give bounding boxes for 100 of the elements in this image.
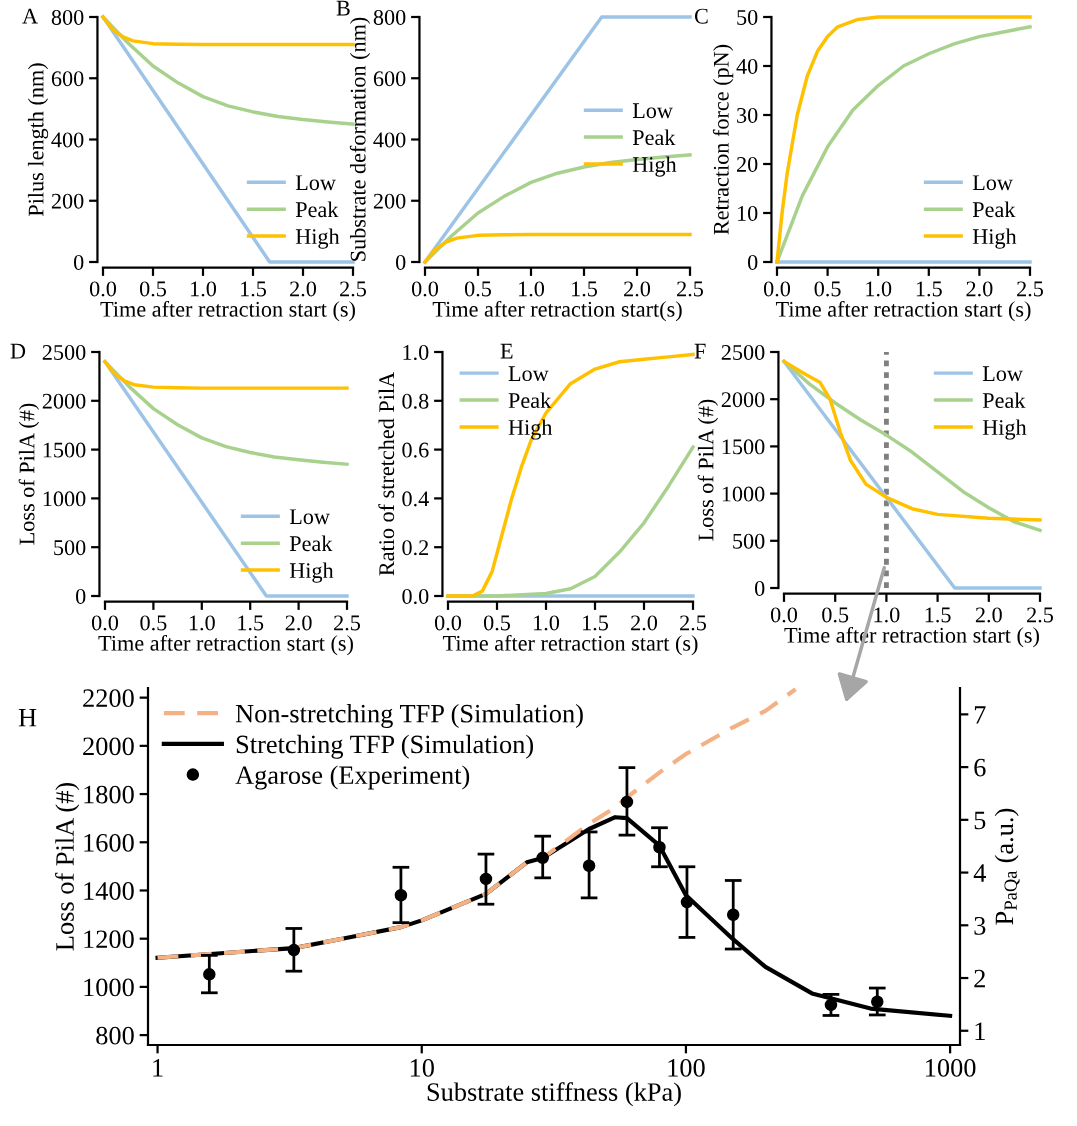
y-tick-label: 20 <box>737 156 758 172</box>
y-tick-label: 0 <box>754 580 765 596</box>
legend-label: Low <box>982 366 1023 382</box>
y-tick-label: 1000 <box>84 978 134 997</box>
legend-label: Low <box>295 175 336 191</box>
legend-label: Stretching TFP (Simulation) <box>236 734 534 759</box>
y-tick-label: 1600 <box>84 833 134 852</box>
line-series <box>423 232 692 264</box>
y-tick-label: 2200 <box>83 689 134 708</box>
x-tick-label: 2.0 <box>975 607 1002 623</box>
y-axis-title: Pilus length (nm) <box>27 63 49 217</box>
y-tick-label: 500 <box>733 533 765 549</box>
x-axis-title: Time after retraction start (s) <box>775 300 1031 322</box>
y-tick-label: 600 <box>373 71 406 87</box>
x-tick-label: 2.0 <box>631 615 658 631</box>
x-axis-title: Time after retraction start (s) <box>98 634 353 656</box>
text: D <box>10 343 26 359</box>
legend-label: Peak <box>295 201 339 218</box>
x-tick-label: 1.0 <box>191 281 217 297</box>
y-tick-label: 1500 <box>43 442 86 458</box>
x-tick-label: 2.0 <box>290 281 317 297</box>
x-tick-label: 0.0 <box>770 607 798 623</box>
x-tick-label: 1.0 <box>519 281 545 297</box>
y2-tick-label: 3 <box>974 916 986 935</box>
y-tick-label: 2500 <box>721 344 765 360</box>
y-tick-label: 600 <box>51 71 84 87</box>
x-tick-label: 0.5 <box>140 615 167 631</box>
legend-label: High <box>289 562 334 583</box>
y-tick-label: 1800 <box>84 785 134 804</box>
x-tick-label: 2.5 <box>334 615 361 631</box>
y2-axis-title: P$_{PaQa}$ (a.u.) <box>994 808 1020 925</box>
y2-tick-label: 6 <box>974 758 986 777</box>
x-tick-label: 1.0 <box>189 615 215 631</box>
y2-tick-label: 1 <box>975 1022 985 1040</box>
legend-label: Peak <box>289 535 333 552</box>
legend-label: Low <box>632 103 673 119</box>
line-series <box>103 360 349 390</box>
text: C <box>694 8 708 24</box>
y-axis-title: Ratio of stretched PilA <box>378 372 395 576</box>
y-tick-label: 0.8 <box>402 393 429 409</box>
x-tick-label: 2.5 <box>340 281 367 297</box>
y-tick-label: 1500 <box>722 439 765 455</box>
x-tick-label: 2.0 <box>624 281 651 297</box>
x-tick-label: 1.0 <box>874 607 900 623</box>
y-tick-label: 0.0 <box>402 588 429 605</box>
y-tick-label: 1.0 <box>403 344 429 361</box>
x-tick-label: 0.5 <box>464 281 492 297</box>
y-axis-title: Loss of PilA (#) <box>55 782 80 951</box>
y-tick-label: 30 <box>737 107 758 123</box>
y2-tick-label: 2 <box>974 969 985 988</box>
y-tick-label: 1000 <box>43 491 86 507</box>
x-tick-label: 0.0 <box>434 615 462 631</box>
y-tick-label: 0 <box>395 254 406 270</box>
y-axis-title: Substrate deformation (nm) <box>349 17 371 261</box>
y-tick-label: 1400 <box>84 882 134 900</box>
y-tick-label: 800 <box>373 9 406 25</box>
legend-label: Peak <box>508 392 552 409</box>
x-tick-label: 1.5 <box>238 615 264 631</box>
y-tick-label: 0.6 <box>402 442 429 458</box>
y-tick-label: 40 <box>736 58 758 74</box>
y-tick-label: 800 <box>51 9 84 25</box>
x-tick-label: 0.5 <box>814 281 841 297</box>
x-tick-label: 1 <box>153 1059 163 1077</box>
x-axis-title: Time after retraction start (s) <box>442 634 698 656</box>
x-tick-label: 1.5 <box>925 607 951 623</box>
legend-label: Peak <box>972 201 1016 218</box>
y-tick-label: 2000 <box>42 393 86 409</box>
y-tick-label: 2000 <box>721 392 765 408</box>
y-tick-label: 0 <box>747 254 758 270</box>
x-tick-label: 0.5 <box>139 281 167 297</box>
x-tick-label: 100 <box>668 1058 705 1077</box>
y-axis-title: Loss of PilA (#) <box>697 399 719 541</box>
text: H <box>18 709 37 727</box>
y2-tick-label: 4 <box>973 864 986 882</box>
y-tick-label: 2500 <box>42 344 86 360</box>
y2-tick-label: 5 <box>974 811 986 830</box>
y-tick-label: 0.4 <box>402 491 429 507</box>
legend-label: High <box>972 228 1017 249</box>
x-tick-label: 1.5 <box>583 615 609 631</box>
y-tick-label: 1000 <box>722 486 765 502</box>
text: B <box>336 0 350 16</box>
x-tick-label: 2.5 <box>680 615 707 631</box>
x-tick-label: 1.5 <box>241 281 267 297</box>
y-axis-title: Retraction force (pN) <box>712 44 734 235</box>
y-tick-label: 50 <box>737 9 758 25</box>
legend-label: High <box>982 419 1027 440</box>
legend-label: High <box>295 228 340 249</box>
x-tick-label: 2.5 <box>1017 281 1044 297</box>
y-tick-label: 0 <box>75 588 86 604</box>
y-tick-label: 200 <box>51 193 84 209</box>
legend-label: Low <box>972 175 1013 191</box>
legend-label: Non-stretching TFP (Simulation) <box>235 703 583 728</box>
legend-label: Low <box>289 509 330 525</box>
x-axis-title: Time after retraction start(s) <box>432 300 682 322</box>
x-tick-label: 1.5 <box>916 281 942 297</box>
x-tick-label: 2.5 <box>677 281 704 297</box>
x-tick-label: 2.0 <box>285 615 312 631</box>
text: A <box>22 8 38 24</box>
x-tick-label: 1.5 <box>572 281 598 297</box>
y-tick-label: 400 <box>51 132 84 148</box>
